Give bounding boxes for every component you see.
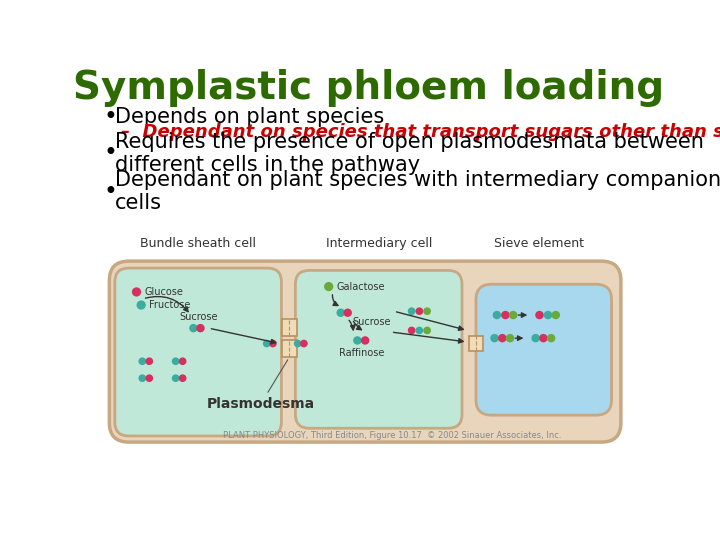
Text: Bundle sheath cell: Bundle sheath cell <box>140 237 256 249</box>
Circle shape <box>324 282 333 291</box>
Text: Sieve element: Sieve element <box>495 237 585 249</box>
Circle shape <box>505 334 514 342</box>
Circle shape <box>145 374 153 382</box>
Circle shape <box>353 336 361 345</box>
Circle shape <box>269 340 276 347</box>
Circle shape <box>336 308 345 317</box>
Circle shape <box>361 336 369 345</box>
Text: Intermediary cell: Intermediary cell <box>326 237 432 249</box>
Text: Fructose: Fructose <box>149 300 190 310</box>
Text: Galactose: Galactose <box>336 281 385 292</box>
Circle shape <box>189 324 198 333</box>
Circle shape <box>408 307 415 315</box>
Circle shape <box>492 311 501 319</box>
Circle shape <box>423 327 431 334</box>
Circle shape <box>172 357 179 365</box>
Bar <box>282 319 297 336</box>
Text: •: • <box>104 141 118 165</box>
Text: PLANT PHYSIOLOGY, Third Edition, Figure 10.17  © 2002 Sinauer Associates, Inc.: PLANT PHYSIOLOGY, Third Edition, Figure … <box>223 431 562 440</box>
Circle shape <box>300 340 307 347</box>
Text: Sucrose: Sucrose <box>353 316 391 327</box>
Circle shape <box>138 374 146 382</box>
Circle shape <box>509 311 518 319</box>
Text: –  Dependant on species that transport sugars other than sucrose: – Dependant on species that transport su… <box>121 123 720 141</box>
Bar <box>469 336 483 351</box>
Circle shape <box>531 334 540 342</box>
Circle shape <box>343 308 352 317</box>
Text: Depends on plant species: Depends on plant species <box>114 107 384 127</box>
Text: Raffinose: Raffinose <box>338 348 384 358</box>
Circle shape <box>138 357 146 365</box>
Circle shape <box>415 327 423 334</box>
FancyBboxPatch shape <box>114 268 282 436</box>
Text: •: • <box>104 180 118 204</box>
Circle shape <box>263 340 271 347</box>
Text: Sucrose: Sucrose <box>179 312 217 322</box>
Circle shape <box>498 334 507 342</box>
Circle shape <box>132 287 141 296</box>
Circle shape <box>501 311 510 319</box>
Circle shape <box>423 307 431 315</box>
Text: Glucose: Glucose <box>144 287 183 297</box>
Circle shape <box>547 334 555 342</box>
Text: Dependant on plant species with intermediary companion
cells: Dependant on plant species with intermed… <box>114 170 720 213</box>
Circle shape <box>172 374 179 382</box>
Circle shape <box>145 357 153 365</box>
Text: Plasmodesma: Plasmodesma <box>207 360 315 411</box>
FancyBboxPatch shape <box>295 271 462 428</box>
Circle shape <box>539 334 548 342</box>
Text: •: • <box>104 105 118 129</box>
Circle shape <box>408 327 415 334</box>
Circle shape <box>294 340 302 347</box>
FancyBboxPatch shape <box>109 261 621 442</box>
Circle shape <box>179 374 186 382</box>
Text: Requires the presence of open plasmodesmata between
different cells in the pathw: Requires the presence of open plasmodesm… <box>114 132 703 175</box>
Circle shape <box>196 324 204 333</box>
Circle shape <box>490 334 499 342</box>
Circle shape <box>137 300 145 309</box>
Circle shape <box>179 357 186 365</box>
FancyBboxPatch shape <box>476 284 611 415</box>
Circle shape <box>415 307 423 315</box>
Text: Symplastic phloem loading: Symplastic phloem loading <box>73 69 665 107</box>
Bar <box>282 340 297 357</box>
Circle shape <box>535 311 544 319</box>
Circle shape <box>544 311 552 319</box>
Circle shape <box>552 311 560 319</box>
